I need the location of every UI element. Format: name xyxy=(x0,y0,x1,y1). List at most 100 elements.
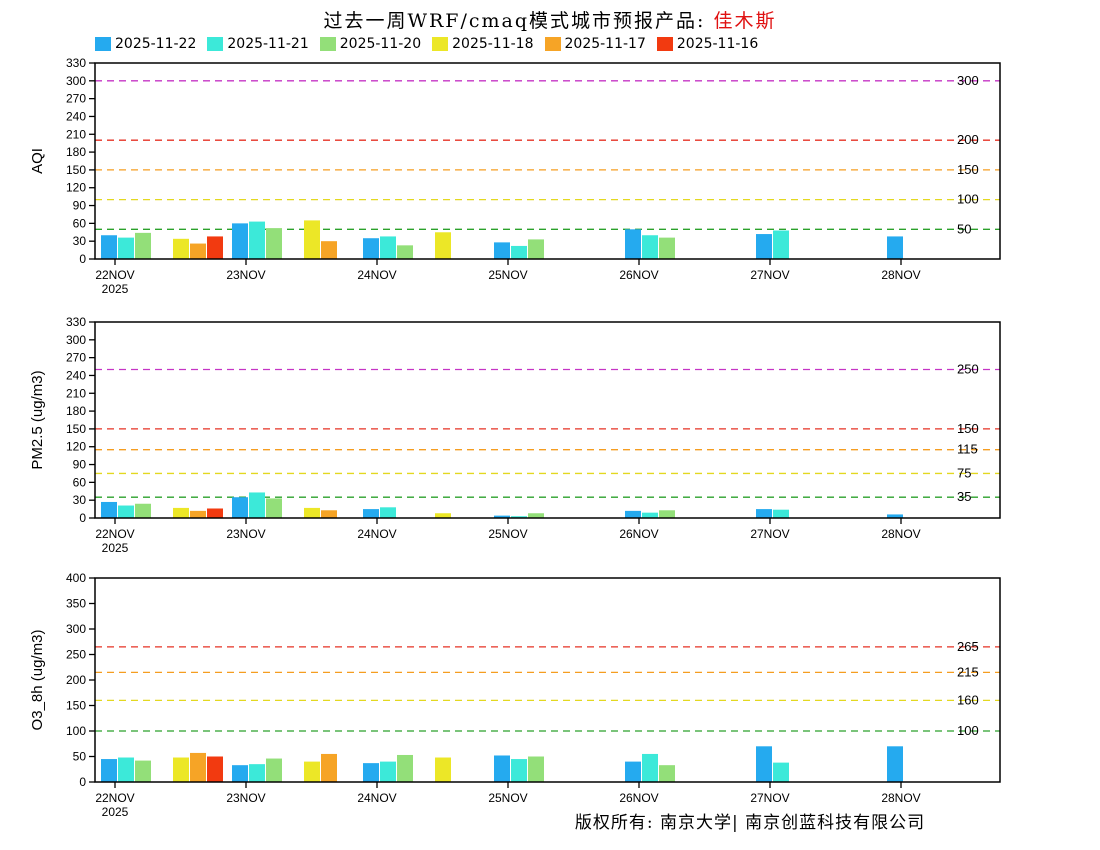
ref-line-value-label: 150 xyxy=(957,421,979,436)
y-tick-label: 200 xyxy=(66,673,86,687)
x-tick-label: 26NOV xyxy=(619,527,658,541)
y-tick-label: 0 xyxy=(79,511,86,525)
y-tick-label: 90 xyxy=(73,458,87,472)
y-tick-label: 210 xyxy=(66,127,86,141)
bar-aqi-22NOV-2025-11-16 xyxy=(207,236,223,259)
chart-legend: 2025-11-22 2025-11-21 2025-11-20 2025-11-18… xyxy=(95,36,758,52)
x-tick-label: 22NOV xyxy=(95,791,134,805)
y-tick-label: 90 xyxy=(73,199,87,213)
bar-aqi-27NOV-2025-11-22 xyxy=(756,234,772,259)
bar-pm25-28NOV-2025-11-22 xyxy=(887,514,903,518)
x-tick-label: 27NOV xyxy=(750,527,789,541)
x-year-label: 2025 xyxy=(102,282,129,296)
y-tick-label: 150 xyxy=(66,422,86,436)
ref-line-value-label: 250 xyxy=(957,362,979,377)
legend-item-2025-11-18: 2025-11-18 xyxy=(432,36,534,52)
bar-o3-23NOV-2025-11-18 xyxy=(304,761,320,782)
bar-pm25-27NOV-2025-11-21 xyxy=(773,509,789,518)
x-tick-label: 23NOV xyxy=(226,527,265,541)
ref-line-value-label: 100 xyxy=(957,723,979,738)
bar-aqi-24NOV-2025-11-20 xyxy=(397,245,413,259)
x-tick-label: 22NOV xyxy=(95,268,134,282)
y-tick-label: 240 xyxy=(66,109,86,123)
legend-item-2025-11-20: 2025-11-20 xyxy=(319,36,422,52)
ref-line-value-label: 100 xyxy=(957,192,979,207)
legend-item-2025-11-16: 2025-11-16 xyxy=(656,36,759,52)
y-tick-label: 50 xyxy=(73,750,87,764)
x-tick-label: 25NOV xyxy=(488,791,527,805)
bar-pm25-22NOV-2025-11-21 xyxy=(118,505,134,518)
ref-line-value-label: 35 xyxy=(957,489,971,504)
page-title-text: 过去一周WRF/cmaq模式城市预报产品: xyxy=(323,10,706,32)
x-tick-label: 26NOV xyxy=(619,791,658,805)
y-tick-label: 180 xyxy=(66,404,86,418)
y-tick-label: 300 xyxy=(66,74,86,88)
legend-item-2025-11-21: 2025-11-21 xyxy=(207,36,309,52)
ref-line-value-label: 215 xyxy=(957,664,979,679)
y-tick-label: 350 xyxy=(66,597,86,611)
bar-o3-25NOV-2025-11-22 xyxy=(494,755,510,782)
y-tick-label: 60 xyxy=(73,475,87,489)
y-tick-label: 250 xyxy=(66,648,86,662)
bar-aqi-28NOV-2025-11-22 xyxy=(887,236,903,259)
bar-o3-24NOV-2025-11-20 xyxy=(397,754,413,782)
bar-o3-25NOV-2025-11-20 xyxy=(528,756,544,782)
bar-aqi-26NOV-2025-11-20 xyxy=(659,237,675,259)
y-tick-label: 400 xyxy=(66,571,86,585)
legend-label: 2025-11-22 xyxy=(115,36,197,52)
bar-pm25-22NOV-2025-11-18 xyxy=(173,507,189,518)
bar-pm25-27NOV-2025-11-22 xyxy=(756,509,772,518)
bar-pm25-26NOV-2025-11-22 xyxy=(625,510,641,518)
y-tick-label: 210 xyxy=(66,386,86,400)
y-tick-label: 30 xyxy=(73,234,87,248)
bar-pm25-24NOV-2025-11-18 xyxy=(435,513,451,518)
bar-o3-22NOV-2025-11-21 xyxy=(118,757,134,782)
x-tick-label: 24NOV xyxy=(357,268,396,282)
y-tick-label: 0 xyxy=(79,252,86,266)
bar-o3-28NOV-2025-11-22 xyxy=(887,746,903,782)
x-tick-label: 24NOV xyxy=(357,791,396,805)
bar-aqi-24NOV-2025-11-22 xyxy=(363,238,379,259)
y-tick-label: 330 xyxy=(66,56,86,70)
bar-aqi-24NOV-2025-11-21 xyxy=(380,236,396,259)
bar-pm25-23NOV-2025-11-18 xyxy=(304,507,320,518)
bar-o3-23NOV-2025-11-21 xyxy=(249,764,265,782)
bar-pm25-26NOV-2025-11-20 xyxy=(659,510,675,518)
city-name: 佳木斯 xyxy=(713,10,777,32)
x-year-label: 2025 xyxy=(102,541,129,555)
legend-label: 2025-11-21 xyxy=(227,36,309,52)
x-tick-label: 26NOV xyxy=(619,268,658,282)
y-tick-label: 180 xyxy=(66,145,86,159)
bar-aqi-25NOV-2025-11-20 xyxy=(528,239,544,259)
y-axis-title-aqi: AQI xyxy=(29,148,46,174)
legend-label: 2025-11-16 xyxy=(676,36,759,52)
bar-o3-22NOV-2025-11-22 xyxy=(101,759,117,782)
bar-o3-25NOV-2025-11-21 xyxy=(511,759,527,782)
bar-pm25-23NOV-2025-11-17 xyxy=(321,510,337,518)
y-tick-label: 300 xyxy=(66,333,86,347)
x-tick-label: 27NOV xyxy=(750,268,789,282)
legend-swatch xyxy=(432,37,449,51)
y-tick-label: 240 xyxy=(66,368,86,382)
bar-aqi-26NOV-2025-11-21 xyxy=(642,235,658,259)
y-tick-label: 300 xyxy=(66,622,86,636)
bar-aqi-22NOV-2025-11-20 xyxy=(135,232,151,259)
x-tick-label: 27NOV xyxy=(750,791,789,805)
x-tick-label: 28NOV xyxy=(881,527,920,541)
bar-pm25-24NOV-2025-11-22 xyxy=(363,509,379,518)
bar-pm25-22NOV-2025-11-20 xyxy=(135,503,151,518)
legend-swatch xyxy=(544,37,561,51)
bar-aqi-25NOV-2025-11-21 xyxy=(511,245,527,259)
ref-line-value-label: 300 xyxy=(957,73,979,88)
plot-frame xyxy=(94,62,1001,260)
y-tick-label: 60 xyxy=(73,216,87,230)
y-axis-title-o3: O3_8h (ug/m3) xyxy=(29,630,46,731)
ref-line-value-label: 150 xyxy=(957,162,979,177)
bar-pm25-23NOV-2025-11-21 xyxy=(249,492,265,518)
legend-label: 2025-11-18 xyxy=(452,36,534,52)
y-tick-label: 120 xyxy=(66,440,86,454)
bar-o3-24NOV-2025-11-21 xyxy=(380,761,396,782)
bar-pm25-25NOV-2025-11-22 xyxy=(494,515,510,518)
legend-label: 2025-11-20 xyxy=(339,36,422,52)
bar-pm25-22NOV-2025-11-16 xyxy=(207,508,223,518)
